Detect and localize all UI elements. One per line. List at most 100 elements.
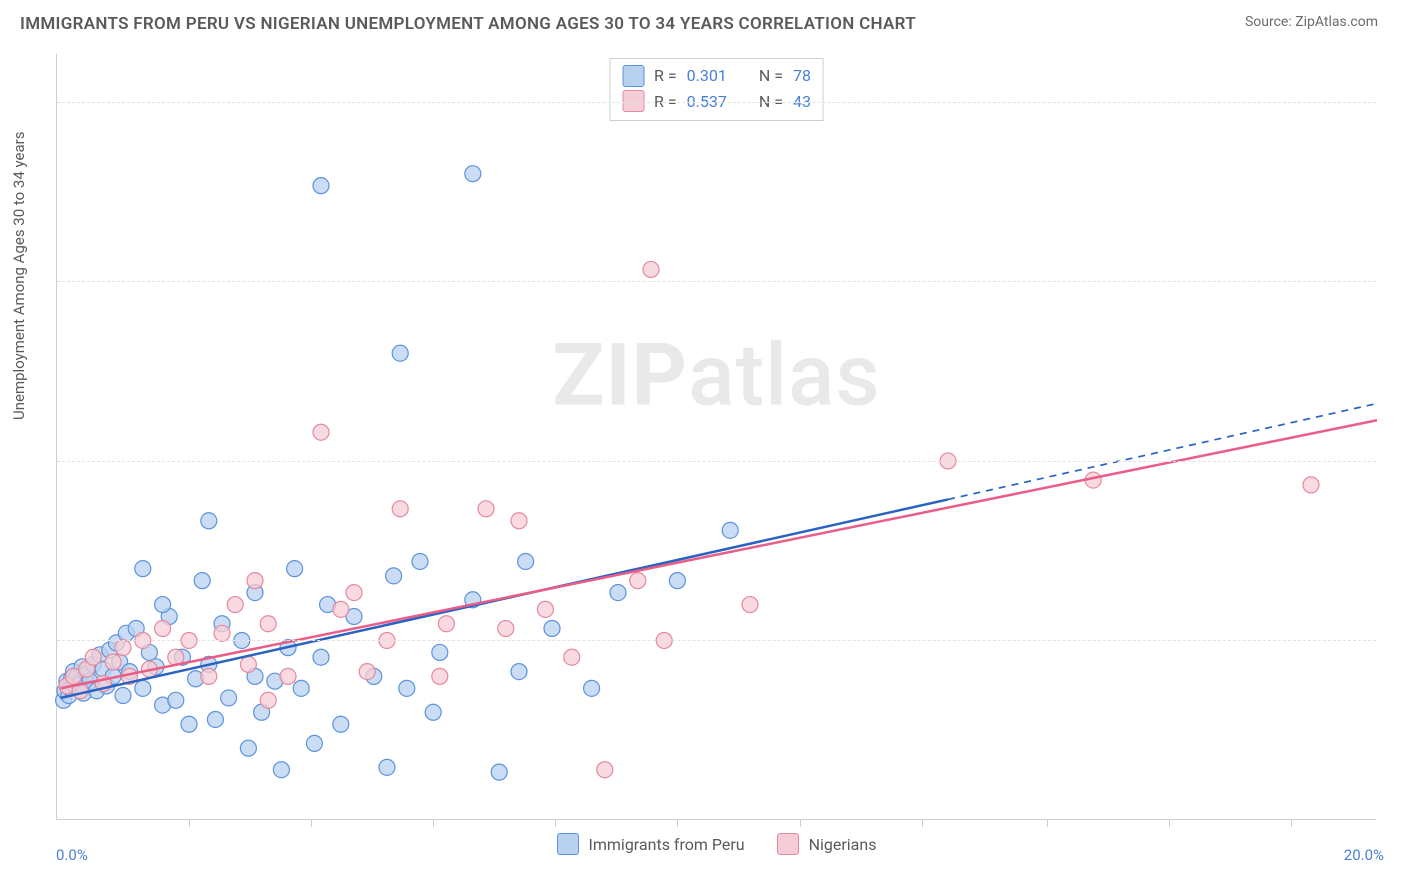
plot-svg bbox=[57, 54, 1376, 819]
data-point-nigerians bbox=[597, 762, 613, 778]
data-point-peru bbox=[669, 573, 685, 589]
data-point-peru bbox=[135, 680, 151, 696]
data-point-peru bbox=[240, 740, 256, 756]
x-tick bbox=[555, 819, 556, 827]
legend-label-peru: Immigrants from Peru bbox=[589, 835, 745, 854]
data-point-peru bbox=[181, 716, 197, 732]
x-max-label: 20.0% bbox=[1344, 846, 1384, 864]
swatch-nigerians bbox=[777, 833, 799, 855]
data-point-nigerians bbox=[227, 597, 243, 613]
gridline-h bbox=[57, 102, 1376, 103]
gridline-h bbox=[57, 281, 1376, 282]
data-point-peru bbox=[115, 688, 131, 704]
r-label: R = bbox=[654, 63, 677, 89]
data-point-peru bbox=[313, 178, 329, 194]
data-point-nigerians bbox=[537, 601, 553, 617]
chart-title: IMMIGRANTS FROM PERU VS NIGERIAN UNEMPLO… bbox=[20, 14, 916, 34]
stats-row-peru: R = 0.301 N = 78 bbox=[622, 63, 811, 89]
swatch-peru bbox=[557, 833, 579, 855]
data-point-nigerians bbox=[201, 668, 217, 684]
source-attribution: Source: ZipAtlas.com bbox=[1245, 14, 1378, 30]
data-point-peru bbox=[293, 680, 309, 696]
data-point-nigerians bbox=[564, 649, 580, 665]
x-tick bbox=[1291, 819, 1292, 827]
source-prefix: Source: bbox=[1245, 14, 1295, 30]
data-point-nigerians bbox=[498, 621, 514, 637]
series-legend: Immigrants from Peru Nigerians bbox=[557, 833, 877, 855]
data-point-nigerians bbox=[313, 424, 329, 440]
data-point-peru bbox=[306, 735, 322, 751]
data-point-nigerians bbox=[392, 501, 408, 517]
data-point-nigerians bbox=[280, 668, 296, 684]
data-point-peru bbox=[584, 680, 600, 696]
data-point-nigerians bbox=[643, 261, 659, 277]
data-point-peru bbox=[168, 692, 184, 708]
gridline-h bbox=[57, 640, 1376, 641]
x-tick bbox=[677, 819, 678, 827]
data-point-peru bbox=[425, 704, 441, 720]
data-point-peru bbox=[221, 690, 237, 706]
data-point-nigerians bbox=[432, 668, 448, 684]
data-point-nigerians bbox=[85, 649, 101, 665]
y-tick-label: 22.5% bbox=[1390, 272, 1406, 290]
y-tick-label: 15.0% bbox=[1390, 452, 1406, 470]
data-point-nigerians bbox=[511, 513, 527, 529]
x-tick bbox=[1169, 819, 1170, 827]
data-point-nigerians bbox=[333, 601, 349, 617]
data-point-nigerians bbox=[240, 656, 256, 672]
data-point-peru bbox=[379, 759, 395, 775]
data-point-peru bbox=[399, 680, 415, 696]
data-point-peru bbox=[135, 561, 151, 577]
data-point-peru bbox=[194, 573, 210, 589]
source-name: ZipAtlas.com bbox=[1295, 14, 1378, 30]
stats-legend: R =0.301N =78R =0.537N =43 bbox=[609, 58, 824, 121]
data-point-peru bbox=[518, 553, 534, 569]
x-tick bbox=[189, 819, 190, 827]
x-tick bbox=[800, 819, 801, 827]
data-point-peru bbox=[432, 644, 448, 660]
legend-label-nigerians: Nigerians bbox=[809, 835, 877, 854]
data-point-peru bbox=[610, 585, 626, 601]
data-point-peru bbox=[313, 649, 329, 665]
data-point-peru bbox=[201, 513, 217, 529]
x-origin-label: 0.0% bbox=[56, 846, 88, 864]
legend-item-peru: Immigrants from Peru bbox=[557, 833, 745, 855]
data-point-nigerians bbox=[260, 616, 276, 632]
data-point-nigerians bbox=[105, 654, 121, 670]
y-tick-label: 7.5% bbox=[1390, 631, 1406, 649]
data-point-nigerians bbox=[346, 585, 362, 601]
n-value-peru: 78 bbox=[793, 63, 811, 89]
x-tick bbox=[433, 819, 434, 827]
x-tick bbox=[311, 819, 312, 827]
x-tick bbox=[922, 819, 923, 827]
data-point-nigerians bbox=[115, 640, 131, 656]
data-point-nigerians bbox=[155, 621, 171, 637]
data-point-peru bbox=[273, 762, 289, 778]
data-point-peru bbox=[412, 553, 428, 569]
data-point-peru bbox=[207, 711, 223, 727]
data-point-nigerians bbox=[630, 573, 646, 589]
gridline-h bbox=[57, 461, 1376, 462]
data-point-peru bbox=[544, 621, 560, 637]
r-value-peru: 0.301 bbox=[687, 63, 727, 89]
data-point-peru bbox=[722, 522, 738, 538]
plot-area: ZIPatlas R =0.301N =78R =0.537N =43 Immi… bbox=[56, 54, 1376, 820]
y-axis-label: Unemployment Among Ages 30 to 34 years bbox=[10, 132, 28, 420]
data-point-peru bbox=[333, 716, 349, 732]
data-point-peru bbox=[386, 568, 402, 584]
data-point-nigerians bbox=[260, 692, 276, 708]
n-label: N = bbox=[759, 63, 783, 89]
data-point-peru bbox=[155, 597, 171, 613]
data-point-peru bbox=[511, 664, 527, 680]
data-point-nigerians bbox=[478, 501, 494, 517]
data-point-peru bbox=[287, 561, 303, 577]
data-point-nigerians bbox=[742, 597, 758, 613]
y-tick-label: 30.0% bbox=[1390, 93, 1406, 111]
data-point-nigerians bbox=[1303, 477, 1319, 493]
data-point-peru bbox=[465, 166, 481, 182]
data-point-nigerians bbox=[438, 616, 454, 632]
x-tick bbox=[1047, 819, 1048, 827]
legend-item-nigerians: Nigerians bbox=[777, 833, 877, 855]
swatch-peru bbox=[622, 65, 644, 87]
data-point-nigerians bbox=[359, 664, 375, 680]
